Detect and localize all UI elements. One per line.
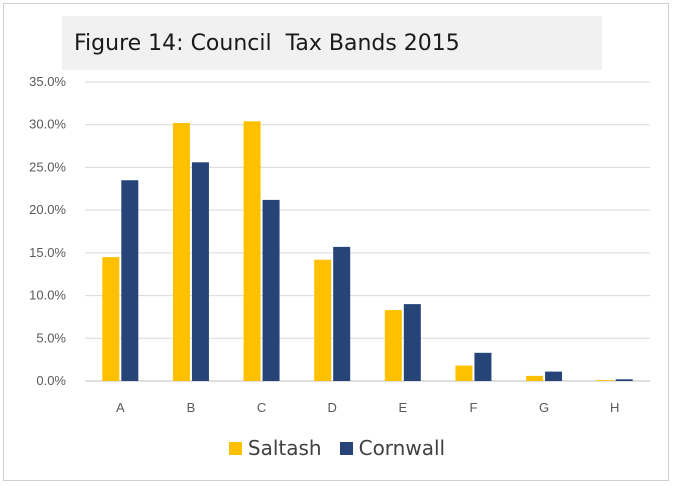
legend-label-cornwall: Cornwall [358,436,446,460]
bar-cornwall-b [191,162,209,381]
bar-saltash-e [384,310,402,381]
y-tick-label: 5.0% [36,330,66,345]
bar-saltash-c [243,121,261,381]
legend: Saltash Cornwall [0,436,674,460]
y-tick-label: 30.0% [29,117,66,132]
bar-saltash-g [526,375,544,381]
x-tick-label: D [327,400,336,415]
chart-title: Figure 14: Council Tax Bands 2015 [74,31,460,56]
bar-cornwall-d [333,246,351,381]
legend-swatch-cornwall [339,441,353,455]
bar-saltash-b [172,123,190,382]
x-tick-label: C [257,400,266,415]
y-tick-label: 35.0% [29,74,66,89]
bar-cornwall-f [474,352,492,381]
bar-saltash-f [455,365,473,381]
bar-cornwall-g [545,371,563,381]
x-tick-label: G [539,400,549,415]
bar-saltash-d [314,259,332,381]
bar-cornwall-a [121,180,139,381]
bar-saltash-a [102,257,120,381]
x-tick-label: B [187,400,196,415]
bar-cornwall-c [262,199,280,381]
legend-item-saltash: Saltash [228,436,322,460]
x-tick-label: H [610,400,619,415]
bar-cornwall-e [403,304,421,381]
chart-title-box: Figure 14: Council Tax Bands 2015 [62,16,602,70]
legend-item-cornwall: Cornwall [339,436,446,460]
x-tick-label: A [116,400,125,415]
legend-label-saltash: Saltash [247,436,322,460]
bar-saltash-h [596,380,614,381]
legend-swatch-saltash [228,441,242,455]
x-tick-label: E [398,400,407,415]
y-tick-label: 25.0% [29,159,66,174]
y-tick-label: 20.0% [29,202,66,217]
y-tick-label: 15.0% [29,245,66,260]
x-tick-label: F [469,400,477,415]
chart-frame [3,3,669,481]
bar-cornwall-h [615,379,633,381]
y-tick-label: 0.0% [36,373,66,388]
y-tick-label: 10.0% [29,288,66,303]
